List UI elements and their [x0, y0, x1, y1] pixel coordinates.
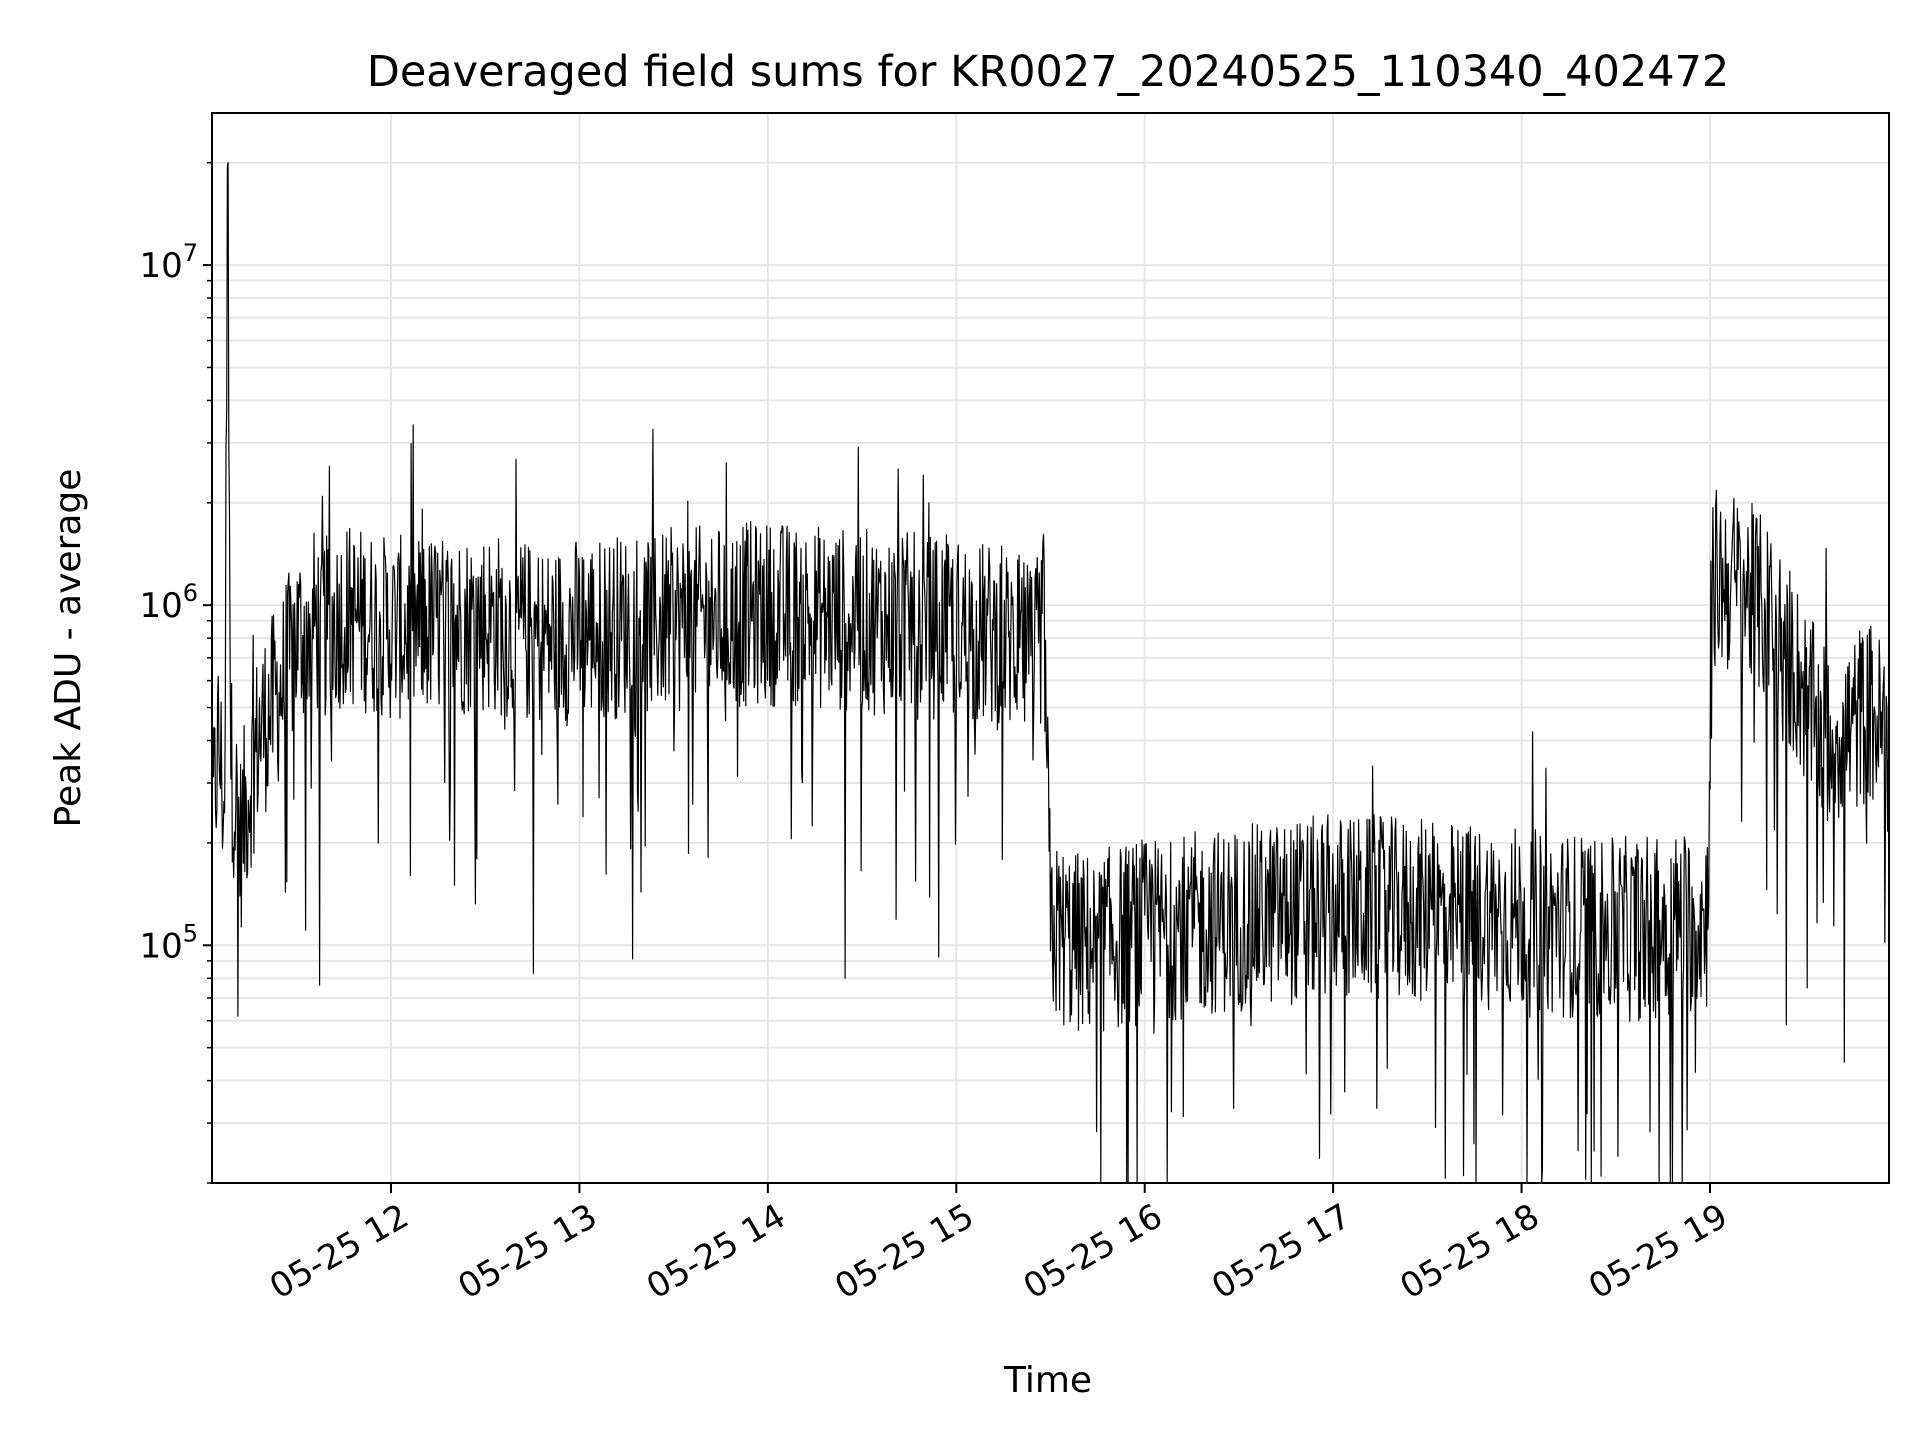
chart-title: Deaveraged field sums for KR0027_2024052…: [367, 47, 1730, 97]
y-tick-label: 106: [139, 579, 198, 626]
x-axis-label: Time: [1003, 1360, 1092, 1401]
series-line: [211, 162, 1890, 1184]
grid: [212, 113, 1889, 1184]
y-tick-label: 107: [139, 239, 198, 286]
y-tick-label: 105: [139, 919, 198, 966]
y-axis-label: Peak ADU - average: [48, 469, 89, 828]
plot-frame: [211, 112, 1890, 1184]
